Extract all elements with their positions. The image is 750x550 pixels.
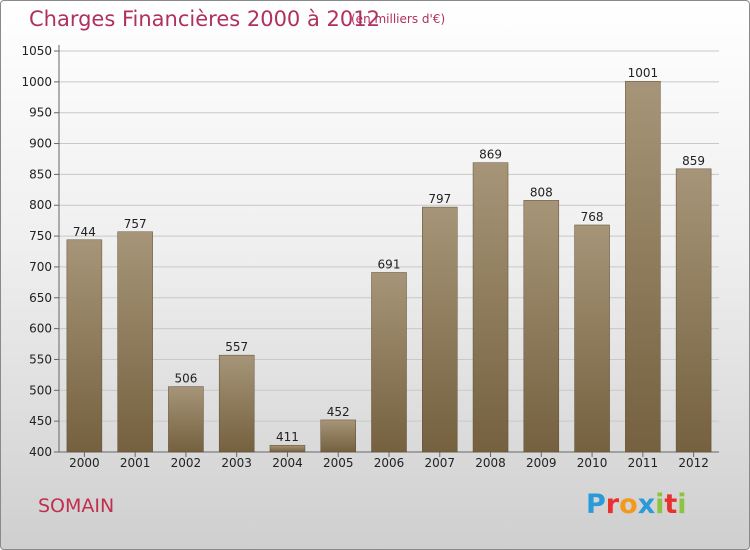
bar — [320, 419, 356, 453]
x-tick-label: 2005 — [323, 456, 354, 470]
proxiti-logo: Proxiti — [586, 489, 687, 520]
y-tick-label: 500 — [29, 383, 52, 397]
y-tick-label: 700 — [29, 260, 52, 274]
x-tick-label: 2001 — [120, 456, 151, 470]
x-tick-label: 2008 — [475, 456, 506, 470]
logo-letter: o — [619, 489, 638, 520]
x-tick-label: 2007 — [424, 456, 455, 470]
y-tick-label: 1000 — [21, 75, 52, 89]
data-label: 869 — [479, 148, 502, 162]
bar — [218, 354, 255, 453]
logo-letter: r — [605, 489, 620, 520]
bar — [66, 239, 103, 453]
data-label: 859 — [682, 154, 705, 168]
x-tick-label: 2006 — [374, 456, 405, 470]
x-tick-label: 2000 — [69, 456, 100, 470]
logo-letter: i — [677, 489, 687, 520]
bar — [574, 224, 610, 453]
y-tick-label: 800 — [29, 198, 52, 212]
bar — [269, 444, 306, 453]
x-tick-label: 2010 — [577, 456, 608, 470]
city-label: SOMAIN — [38, 495, 115, 517]
y-tick-label: 950 — [29, 106, 52, 120]
chart-title: Charges Financières 2000 à 2012 — [29, 7, 380, 31]
y-tick-label: 450 — [29, 414, 52, 428]
bar — [117, 231, 153, 453]
bar — [168, 386, 204, 453]
x-tick-label: 2003 — [221, 456, 252, 470]
bar — [625, 80, 661, 453]
y-tick-label: 550 — [29, 352, 52, 366]
y-tick-label: 1050 — [21, 44, 52, 58]
logo-letter: x — [637, 489, 656, 520]
logo-letter: t — [664, 489, 678, 520]
data-label: 506 — [174, 372, 197, 386]
y-tick-label: 900 — [29, 137, 52, 151]
logo-letter: P — [586, 489, 606, 520]
data-label: 411 — [276, 430, 299, 444]
data-label: 808 — [530, 185, 553, 199]
logo-letter: i — [655, 489, 665, 520]
data-label: 757 — [124, 217, 147, 231]
x-tick-label: 2002 — [171, 456, 202, 470]
bar — [422, 206, 458, 453]
bar — [523, 200, 560, 453]
data-label: 768 — [581, 210, 604, 224]
y-tick-label: 750 — [29, 229, 52, 243]
y-tick-label: 850 — [29, 167, 52, 181]
x-tick-label: 2011 — [628, 456, 659, 470]
x-tick-label: 2004 — [272, 456, 303, 470]
data-label: 557 — [225, 340, 248, 354]
bar — [472, 162, 509, 453]
data-label: 452 — [327, 405, 350, 419]
data-label: 691 — [378, 257, 401, 271]
bar — [371, 272, 407, 453]
y-tick-label: 600 — [29, 322, 52, 336]
chart-subtitle: (en milliers d'€) — [351, 12, 446, 26]
y-tick-label: 400 — [29, 445, 52, 459]
y-tick-label: 650 — [29, 291, 52, 305]
bar — [675, 168, 712, 453]
data-label: 797 — [428, 192, 451, 206]
x-tick-label: 2009 — [526, 456, 557, 470]
data-label: 1001 — [628, 66, 659, 80]
x-tick-label: 2012 — [678, 456, 709, 470]
data-label: 744 — [73, 225, 96, 239]
